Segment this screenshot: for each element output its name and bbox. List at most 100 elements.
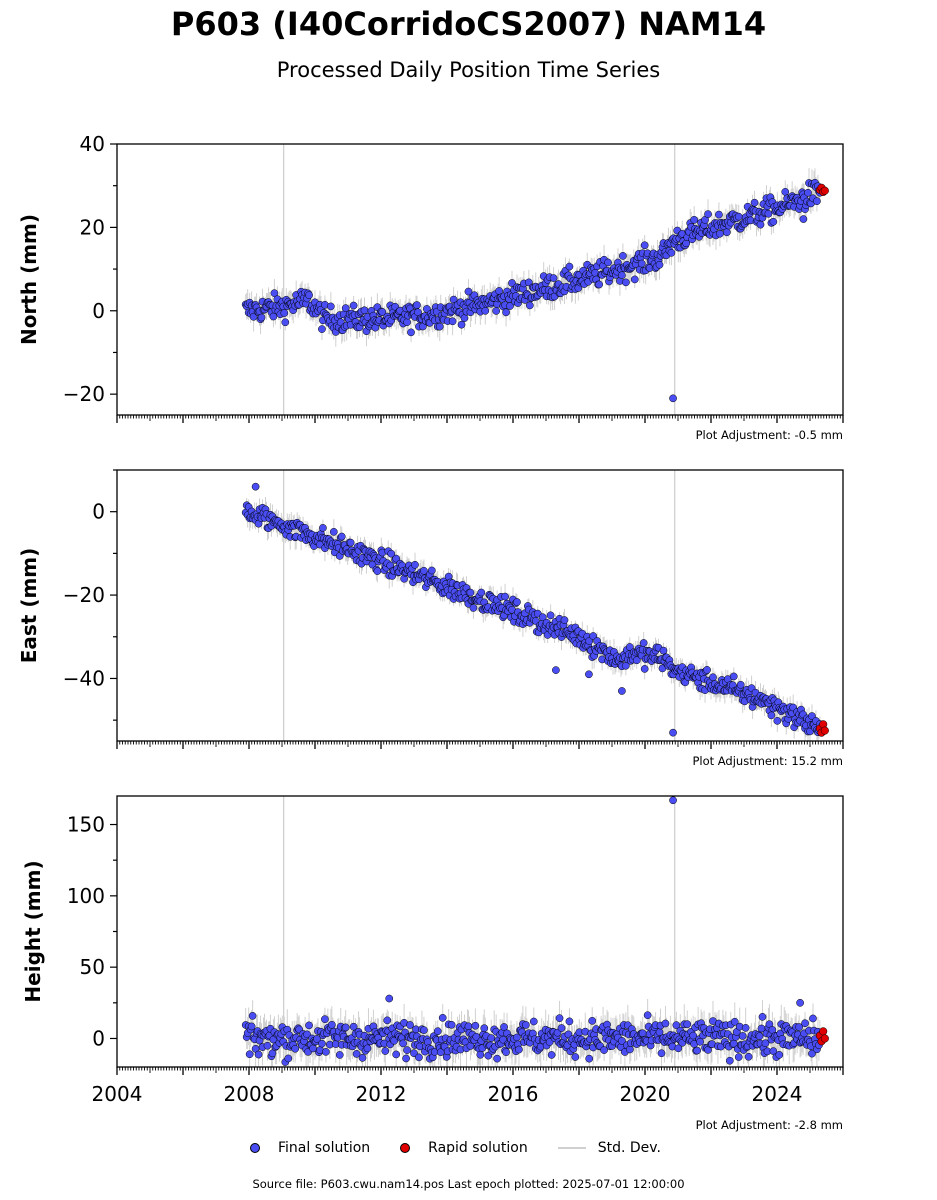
final-solution-point bbox=[525, 301, 534, 310]
final-solution-point bbox=[477, 588, 486, 597]
y-tick-label: 100 bbox=[67, 884, 105, 908]
plot-area bbox=[241, 796, 829, 1067]
final-solution-point bbox=[655, 260, 664, 269]
final-solution-point bbox=[281, 318, 290, 327]
final-solution-point bbox=[538, 613, 547, 622]
legend-item-std: Std. Dev. bbox=[557, 1140, 661, 1156]
final-solution-point bbox=[493, 1054, 502, 1063]
final-solution-point bbox=[813, 197, 821, 206]
final-solution-point bbox=[502, 1048, 510, 1056]
legend-label-rapid: Rapid solution bbox=[428, 1140, 528, 1156]
final-solution-point bbox=[341, 304, 350, 312]
final-solution-point bbox=[557, 1024, 566, 1032]
final-solution-point bbox=[683, 1020, 692, 1029]
final-solution-point bbox=[632, 656, 641, 665]
panel-2: −40 −20 0 East (mm) Plot Adjustment: 15.2 mm bbox=[17, 469, 844, 768]
final-solution-point bbox=[319, 524, 327, 532]
final-solution-point bbox=[555, 1014, 564, 1023]
final-solution-point bbox=[725, 1056, 734, 1065]
plot-frame bbox=[116, 143, 844, 416]
final-solution-point bbox=[435, 322, 444, 331]
x-tick-label: 2020 bbox=[620, 1082, 671, 1106]
final-solution-point bbox=[796, 998, 804, 1007]
final-solution-point bbox=[407, 328, 415, 337]
final-solution-point bbox=[585, 637, 594, 645]
legend-item-rapid: Rapid solution bbox=[400, 1140, 528, 1156]
plot-area bbox=[241, 470, 829, 741]
final-solution-point bbox=[427, 566, 436, 575]
final-solution-point bbox=[625, 643, 634, 651]
final-solution-point bbox=[657, 1049, 666, 1058]
final-solution-point bbox=[447, 1020, 456, 1029]
final-solution-point bbox=[464, 1022, 473, 1031]
final-solution-point bbox=[756, 220, 765, 229]
final-solution-point bbox=[506, 302, 514, 310]
source-footer: Source file: P603.cwu.nam14.pos Last epo… bbox=[252, 1177, 685, 1191]
final-solution-point bbox=[546, 611, 555, 620]
final-solution-point bbox=[303, 1030, 311, 1039]
final-solution-point bbox=[329, 528, 338, 536]
final-solution-point bbox=[639, 639, 648, 647]
final-solution-point bbox=[411, 560, 419, 569]
final-solution-point bbox=[433, 1027, 442, 1036]
final-solution-point bbox=[672, 1021, 681, 1029]
final-solution-point bbox=[585, 1054, 594, 1063]
final-solution-point bbox=[402, 1054, 410, 1063]
final-solution-point bbox=[420, 566, 428, 575]
final-solution-point bbox=[247, 1022, 256, 1031]
final-solution-point bbox=[406, 1021, 414, 1029]
final-solution-point bbox=[674, 1044, 683, 1053]
plot-adjustment-label: Plot Adjustment: 15.2 mm bbox=[692, 754, 843, 768]
final-solution-point bbox=[741, 1024, 750, 1032]
plot-adjustment-label: Plot Adjustment: -0.5 mm bbox=[696, 428, 843, 442]
std-dev-line-icon bbox=[557, 1147, 586, 1149]
final-solution-point bbox=[704, 210, 712, 218]
final-solution-point bbox=[549, 274, 558, 282]
final-solution-point bbox=[750, 198, 759, 207]
final-solution-point bbox=[415, 1053, 423, 1062]
final-solution-point bbox=[640, 241, 649, 250]
panel-3: 0 50 100 150 2004 2008 2012 2016 2020 2024 Height … bbox=[21, 795, 844, 1132]
final-solution-point bbox=[589, 632, 598, 640]
y-axis-title: Height (mm) bbox=[21, 860, 45, 1002]
final-solution-point bbox=[547, 1051, 556, 1059]
final-solution-point bbox=[472, 1033, 481, 1041]
final-solution-point bbox=[363, 1044, 372, 1053]
final-solution-point bbox=[630, 275, 639, 284]
final-solution-point bbox=[268, 1049, 277, 1058]
final-solution-point bbox=[335, 1051, 344, 1059]
final-solution-point bbox=[360, 306, 369, 315]
final-solution-point bbox=[476, 1050, 485, 1059]
final-solution-point bbox=[781, 188, 790, 196]
x-tick-label: 2008 bbox=[224, 1082, 275, 1106]
final-solution-point bbox=[560, 616, 569, 624]
final-solution-point bbox=[318, 325, 326, 333]
final-solution-point bbox=[767, 711, 776, 720]
y-tick-label: 0 bbox=[92, 1026, 105, 1050]
x-tick-label: 2016 bbox=[488, 1082, 539, 1106]
legend-item-final: Final solution bbox=[250, 1140, 370, 1156]
y-tick-label: −20 bbox=[63, 382, 105, 406]
rapid-solution-point bbox=[820, 726, 829, 735]
final-solution-point bbox=[618, 271, 626, 280]
final-solution-point bbox=[775, 1050, 784, 1059]
final-solution-point bbox=[257, 313, 266, 322]
final-solution-point bbox=[502, 308, 510, 317]
final-solution-point bbox=[251, 482, 260, 491]
final-solution-point bbox=[690, 215, 699, 224]
final-solution-point bbox=[280, 309, 289, 317]
final-solution-point bbox=[480, 1024, 489, 1033]
final-solution-point bbox=[744, 1052, 753, 1061]
y-tick-label: 0 bbox=[92, 500, 105, 524]
final-solution-point bbox=[383, 1016, 392, 1025]
rapid-solution-point bbox=[819, 1027, 828, 1036]
final-solution-point bbox=[808, 1049, 816, 1058]
final-solution-point bbox=[263, 1041, 272, 1050]
final-solution-point bbox=[341, 1023, 350, 1032]
x-tick-label: 2024 bbox=[752, 1082, 803, 1106]
final-solution-point bbox=[352, 1050, 361, 1058]
legend-label-final: Final solution bbox=[278, 1140, 371, 1156]
final-solution-point bbox=[513, 598, 521, 606]
final-solution-point bbox=[638, 1029, 647, 1038]
final-solution-point bbox=[736, 680, 745, 689]
